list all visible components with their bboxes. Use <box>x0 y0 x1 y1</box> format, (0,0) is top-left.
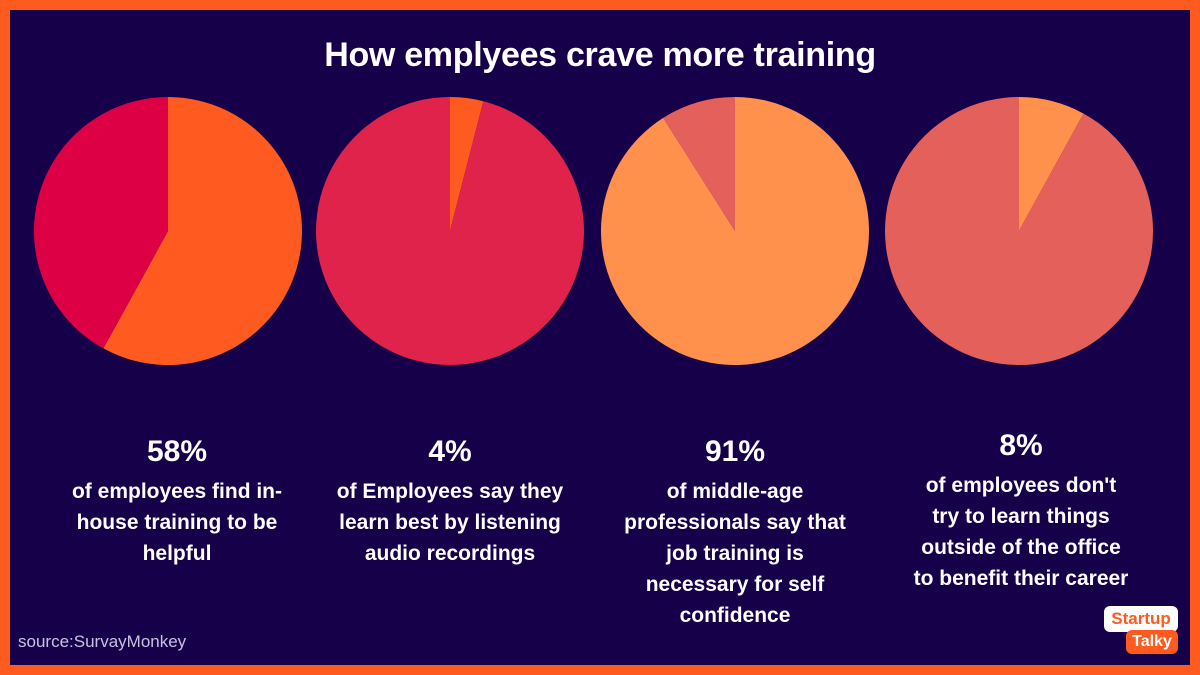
stat-description-3-line: job training is <box>666 542 804 565</box>
pie-4-slice-1 <box>1019 97 1084 231</box>
chart-title: How emplyees crave more training <box>324 36 876 74</box>
pie-charts <box>33 97 1154 366</box>
stat-description-4-line: of employees don't <box>925 474 1117 497</box>
stat-description-1: of employees find in- house training to … <box>47 476 307 569</box>
pie-1-slice-2 <box>33 97 168 349</box>
pie-chart-3 <box>601 97 870 365</box>
logo-line-2: Talky <box>1126 630 1178 654</box>
stat-description-2: of Employees say they learn best by list… <box>320 476 580 569</box>
stat-description-3-line: professionals say that <box>624 511 846 534</box>
pie-chart-2 <box>315 97 584 365</box>
pie-1-slice-1 <box>103 97 302 366</box>
stat-description-3-line: necessary for self <box>645 573 825 596</box>
stat-description-1-line: house training to be <box>76 511 278 534</box>
stat-description-4-line: to benefit their career <box>913 567 1129 590</box>
pie-chart-1 <box>33 97 302 366</box>
stat-description-2-line: learn best by listening <box>339 511 561 534</box>
stat-block-3: 91% of middle-age professionals say that… <box>605 434 865 631</box>
stat-percent-3: 91% <box>704 435 766 468</box>
stat-description-2-line: of Employees say they <box>336 480 564 503</box>
stat-description-3-line: of middle-age <box>666 480 804 503</box>
stat-percent-2: 4% <box>428 435 472 468</box>
stat-description-2-line: audio recordings <box>364 542 536 565</box>
stat-percent-1: 58% <box>146 435 208 468</box>
infographic-canvas: How emplyees crave more training 58% of … <box>10 10 1190 665</box>
stat-block-4: 8% of employees don't try to learn thing… <box>891 428 1151 594</box>
stat-description-4-line: outside of the office <box>921 536 1121 559</box>
pie-3-slice-2 <box>663 97 735 231</box>
logo-line-1: Startup <box>1104 606 1178 632</box>
stat-description-4-line: try to learn things <box>932 505 1110 528</box>
stat-block-1: 58% of employees find in- house training… <box>47 434 307 569</box>
pie-4-slice-2 <box>885 97 1154 366</box>
stat-description-3-line: confidence <box>679 604 791 627</box>
stat-description-4: of employees don't try to learn things o… <box>891 470 1151 594</box>
stat-description-1-line: of employees find in- <box>71 480 283 503</box>
pie-3-slice-1 <box>601 97 870 365</box>
startuptalky-logo: Startup Talky <box>1104 606 1182 658</box>
pie-2-slice-1 <box>450 97 484 231</box>
pie-chart-4 <box>885 97 1154 366</box>
pie-2-slice-2 <box>315 97 584 365</box>
stat-block-2: 4% of Employees say they learn best by l… <box>320 434 580 569</box>
stat-percent-4: 8% <box>999 429 1043 462</box>
source-note: source:SurvayMonkey <box>18 632 187 651</box>
stat-description-3: of middle-age professionals say that job… <box>605 476 865 631</box>
stat-description-1-line: helpful <box>142 542 212 565</box>
